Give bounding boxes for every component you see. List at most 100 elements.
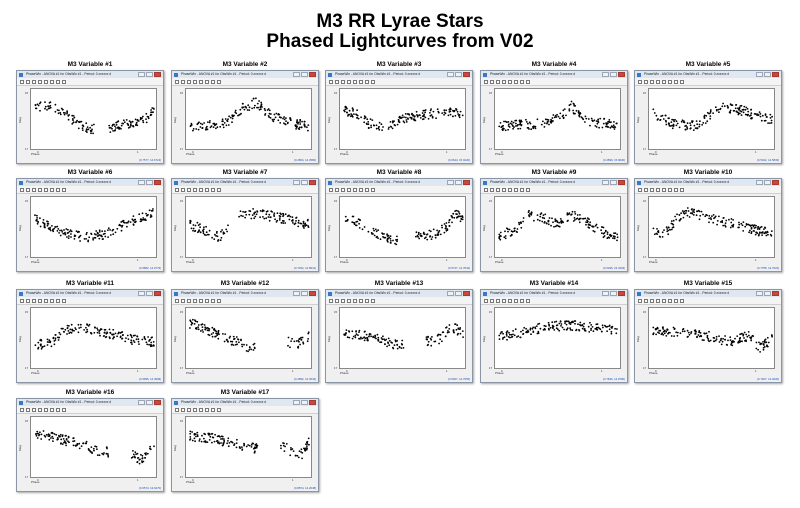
pan-icon[interactable] — [341, 187, 345, 192]
phasewin-window[interactable]: PhaseWin - ANOVA #1 for ObsWin #1 - Peri… — [171, 178, 319, 272]
grid-icon[interactable] — [656, 79, 660, 84]
fit-icon[interactable] — [329, 187, 333, 192]
plot-area[interactable] — [30, 307, 157, 369]
copy-icon[interactable] — [44, 79, 48, 84]
pan-icon[interactable] — [650, 79, 654, 84]
zoom-icon[interactable] — [490, 79, 494, 84]
grid-icon[interactable] — [347, 187, 351, 192]
phasewin-window[interactable]: PhaseWin - ANOVA #1 for ObsWin #1 - Peri… — [16, 398, 164, 492]
pan-icon[interactable] — [32, 79, 36, 84]
maximize-button[interactable] — [764, 291, 771, 296]
close-button[interactable] — [772, 72, 779, 77]
plot-area[interactable] — [185, 307, 312, 369]
zoom-icon[interactable] — [26, 79, 30, 84]
grid-icon[interactable] — [502, 298, 506, 303]
zoom-icon[interactable] — [26, 187, 30, 192]
close-button[interactable] — [463, 180, 470, 185]
pan-icon[interactable] — [650, 298, 654, 303]
grid-icon[interactable] — [193, 79, 197, 84]
options-icon[interactable] — [680, 187, 684, 192]
minimize-button[interactable] — [138, 400, 145, 405]
save-icon[interactable] — [56, 79, 60, 84]
grid-icon[interactable] — [502, 187, 506, 192]
grid-icon[interactable] — [656, 298, 660, 303]
zoom-icon[interactable] — [644, 79, 648, 84]
close-button[interactable] — [618, 180, 625, 185]
save-icon[interactable] — [520, 79, 524, 84]
pan-icon[interactable] — [187, 79, 191, 84]
copy-icon[interactable] — [508, 187, 512, 192]
grid-icon[interactable] — [502, 79, 506, 84]
minimize-button[interactable] — [602, 72, 609, 77]
plot-area[interactable] — [30, 88, 157, 150]
fit-icon[interactable] — [484, 187, 488, 192]
phasewin-window[interactable]: PhaseWin - ANOVA #1 for ObsWin #1 - Peri… — [16, 178, 164, 272]
zoom-icon[interactable] — [26, 407, 30, 412]
fit-icon[interactable] — [175, 79, 179, 84]
copy-icon[interactable] — [662, 298, 666, 303]
minimize-button[interactable] — [138, 291, 145, 296]
zoom-icon[interactable] — [490, 298, 494, 303]
options-icon[interactable] — [526, 298, 530, 303]
fit-icon[interactable] — [484, 79, 488, 84]
save-icon[interactable] — [56, 407, 60, 412]
options-icon[interactable] — [526, 187, 530, 192]
fit-icon[interactable] — [20, 187, 24, 192]
save-icon[interactable] — [211, 79, 215, 84]
phasewin-window[interactable]: PhaseWin - ANOVA #1 for ObsWin #1 - Peri… — [634, 70, 782, 164]
minimize-button[interactable] — [138, 72, 145, 77]
phasewin-window[interactable]: PhaseWin - ANOVA #1 for ObsWin #1 - Peri… — [634, 178, 782, 272]
phasewin-window[interactable]: PhaseWin - ANOVA #1 for ObsWin #1 - Peri… — [171, 398, 319, 492]
fit-icon[interactable] — [638, 187, 642, 192]
save-icon[interactable] — [674, 79, 678, 84]
fit-icon[interactable] — [638, 298, 642, 303]
phasewin-window[interactable]: PhaseWin - ANOVA #1 for ObsWin #1 - Peri… — [634, 289, 782, 383]
options-icon[interactable] — [526, 79, 530, 84]
grid-icon[interactable] — [193, 407, 197, 412]
pan-icon[interactable] — [187, 407, 191, 412]
maximize-button[interactable] — [764, 72, 771, 77]
fit-icon[interactable] — [20, 407, 24, 412]
minimize-button[interactable] — [138, 180, 145, 185]
maximize-button[interactable] — [301, 180, 308, 185]
phasewin-window[interactable]: PhaseWin - ANOVA #1 for ObsWin #1 - Peri… — [480, 70, 628, 164]
copy-icon[interactable] — [199, 187, 203, 192]
copy-icon[interactable] — [662, 187, 666, 192]
plot-area[interactable] — [185, 416, 312, 478]
fit-icon[interactable] — [20, 298, 24, 303]
close-button[interactable] — [154, 72, 161, 77]
phasewin-window[interactable]: PhaseWin - ANOVA #1 for ObsWin #1 - Peri… — [171, 70, 319, 164]
options-icon[interactable] — [680, 298, 684, 303]
close-button[interactable] — [618, 72, 625, 77]
print-icon[interactable] — [50, 298, 54, 303]
maximize-button[interactable] — [146, 72, 153, 77]
pan-icon[interactable] — [32, 407, 36, 412]
plot-area[interactable] — [648, 196, 775, 258]
maximize-button[interactable] — [455, 180, 462, 185]
options-icon[interactable] — [371, 79, 375, 84]
options-icon[interactable] — [217, 79, 221, 84]
close-button[interactable] — [618, 291, 625, 296]
fit-icon[interactable] — [175, 298, 179, 303]
close-button[interactable] — [463, 291, 470, 296]
plot-area[interactable] — [339, 196, 466, 258]
grid-icon[interactable] — [38, 79, 42, 84]
close-button[interactable] — [154, 180, 161, 185]
grid-icon[interactable] — [193, 187, 197, 192]
pan-icon[interactable] — [32, 298, 36, 303]
save-icon[interactable] — [56, 187, 60, 192]
print-icon[interactable] — [668, 298, 672, 303]
print-icon[interactable] — [205, 79, 209, 84]
phasewin-window[interactable]: PhaseWin - ANOVA #1 for ObsWin #1 - Peri… — [325, 70, 473, 164]
fit-icon[interactable] — [329, 298, 333, 303]
print-icon[interactable] — [50, 79, 54, 84]
copy-icon[interactable] — [508, 298, 512, 303]
maximize-button[interactable] — [455, 72, 462, 77]
minimize-button[interactable] — [756, 180, 763, 185]
pan-icon[interactable] — [341, 79, 345, 84]
grid-icon[interactable] — [38, 407, 42, 412]
maximize-button[interactable] — [455, 291, 462, 296]
options-icon[interactable] — [371, 187, 375, 192]
close-button[interactable] — [154, 291, 161, 296]
pan-icon[interactable] — [187, 187, 191, 192]
